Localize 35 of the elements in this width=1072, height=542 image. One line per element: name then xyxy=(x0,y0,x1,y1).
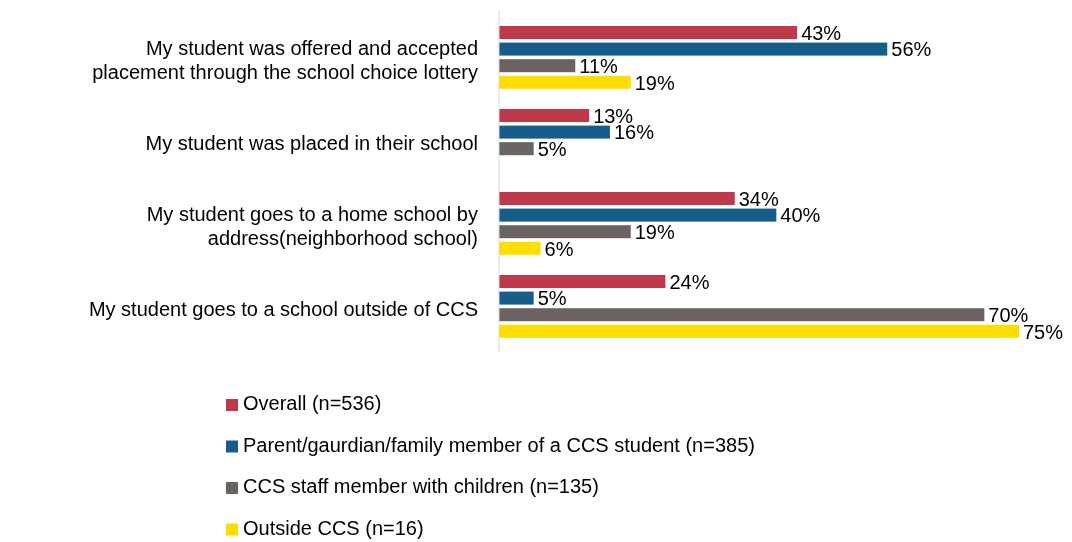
legend-label: Outside CCS (n=16) xyxy=(243,516,424,539)
data-label: 19% xyxy=(634,71,675,94)
y-tick-label: My student goes to a home school by address(neighborhood school) xyxy=(146,202,478,249)
bar xyxy=(499,225,631,239)
bar xyxy=(499,26,798,39)
data-label: 5% xyxy=(537,137,567,160)
bar xyxy=(499,324,1019,338)
legend-label: Overall (n=536) xyxy=(243,392,382,415)
legend-label: Parent/gaurdian/family member of a CCS student (n=385) xyxy=(243,433,755,456)
bar xyxy=(499,192,735,205)
data-label: 24% xyxy=(669,270,710,293)
data-label: 56% xyxy=(891,38,932,61)
data-label: 43% xyxy=(801,21,842,44)
bar xyxy=(499,59,576,73)
y-tick-label: My student goes to a school outside of CCS xyxy=(88,297,478,320)
bar xyxy=(499,75,631,89)
bar xyxy=(499,275,666,288)
data-label: 5% xyxy=(537,287,567,310)
data-label: 40% xyxy=(780,204,821,227)
bar xyxy=(499,42,888,56)
data-label: 34% xyxy=(738,187,779,210)
bar xyxy=(499,308,985,322)
bar xyxy=(499,142,534,156)
bar xyxy=(499,109,590,122)
bar xyxy=(499,241,541,255)
bar xyxy=(499,125,610,139)
data-label: 6% xyxy=(544,237,574,260)
data-label: 19% xyxy=(634,220,675,243)
y-tick-label: My student was placed in their school xyxy=(145,131,478,154)
y-tick-label: My student was offered and accepted placement through the school choice lottery xyxy=(92,36,478,83)
bar xyxy=(499,208,777,222)
data-label: 11% xyxy=(579,54,619,77)
bar xyxy=(499,291,534,305)
legend-label: CCS staff member with children (n=135) xyxy=(243,475,599,498)
data-label: 70% xyxy=(988,303,1029,326)
